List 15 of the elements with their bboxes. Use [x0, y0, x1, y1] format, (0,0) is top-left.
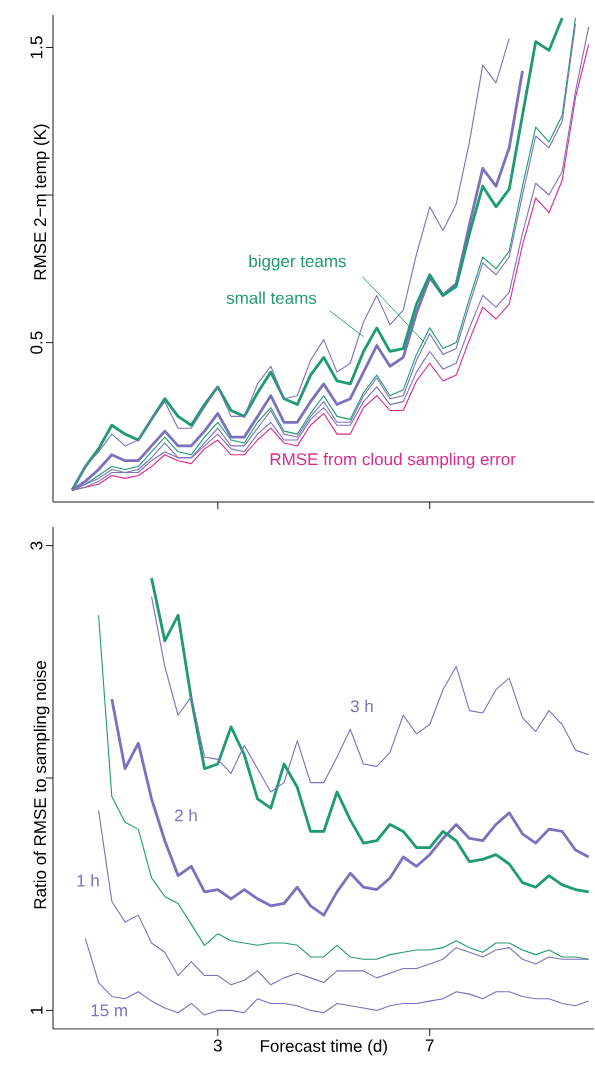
- series-label: 1 h: [77, 874, 99, 887]
- annotation: bigger teams: [249, 254, 346, 271]
- series-label: 2 h: [175, 809, 197, 822]
- x-tick-label: 7: [425, 1039, 434, 1052]
- series-label: RMSE from cloud sampling error: [270, 452, 516, 469]
- annotation: small teams: [226, 291, 317, 304]
- y-axis-title: RMSE 2−m temp (K): [33, 124, 50, 280]
- y-tick-label: 0.5: [30, 331, 43, 354]
- y-tick-label: 1: [30, 1006, 43, 1014]
- x-axis-title: Forecast time (d): [260, 1039, 387, 1056]
- y-tick-label: 3: [30, 541, 43, 550]
- series-label: 3 h: [350, 699, 373, 713]
- series-label: 15 m: [91, 1004, 127, 1017]
- y-axis-title: Ratio of RMSE to sampling noise: [33, 661, 50, 909]
- y-tick-label: 1.5: [30, 36, 43, 58]
